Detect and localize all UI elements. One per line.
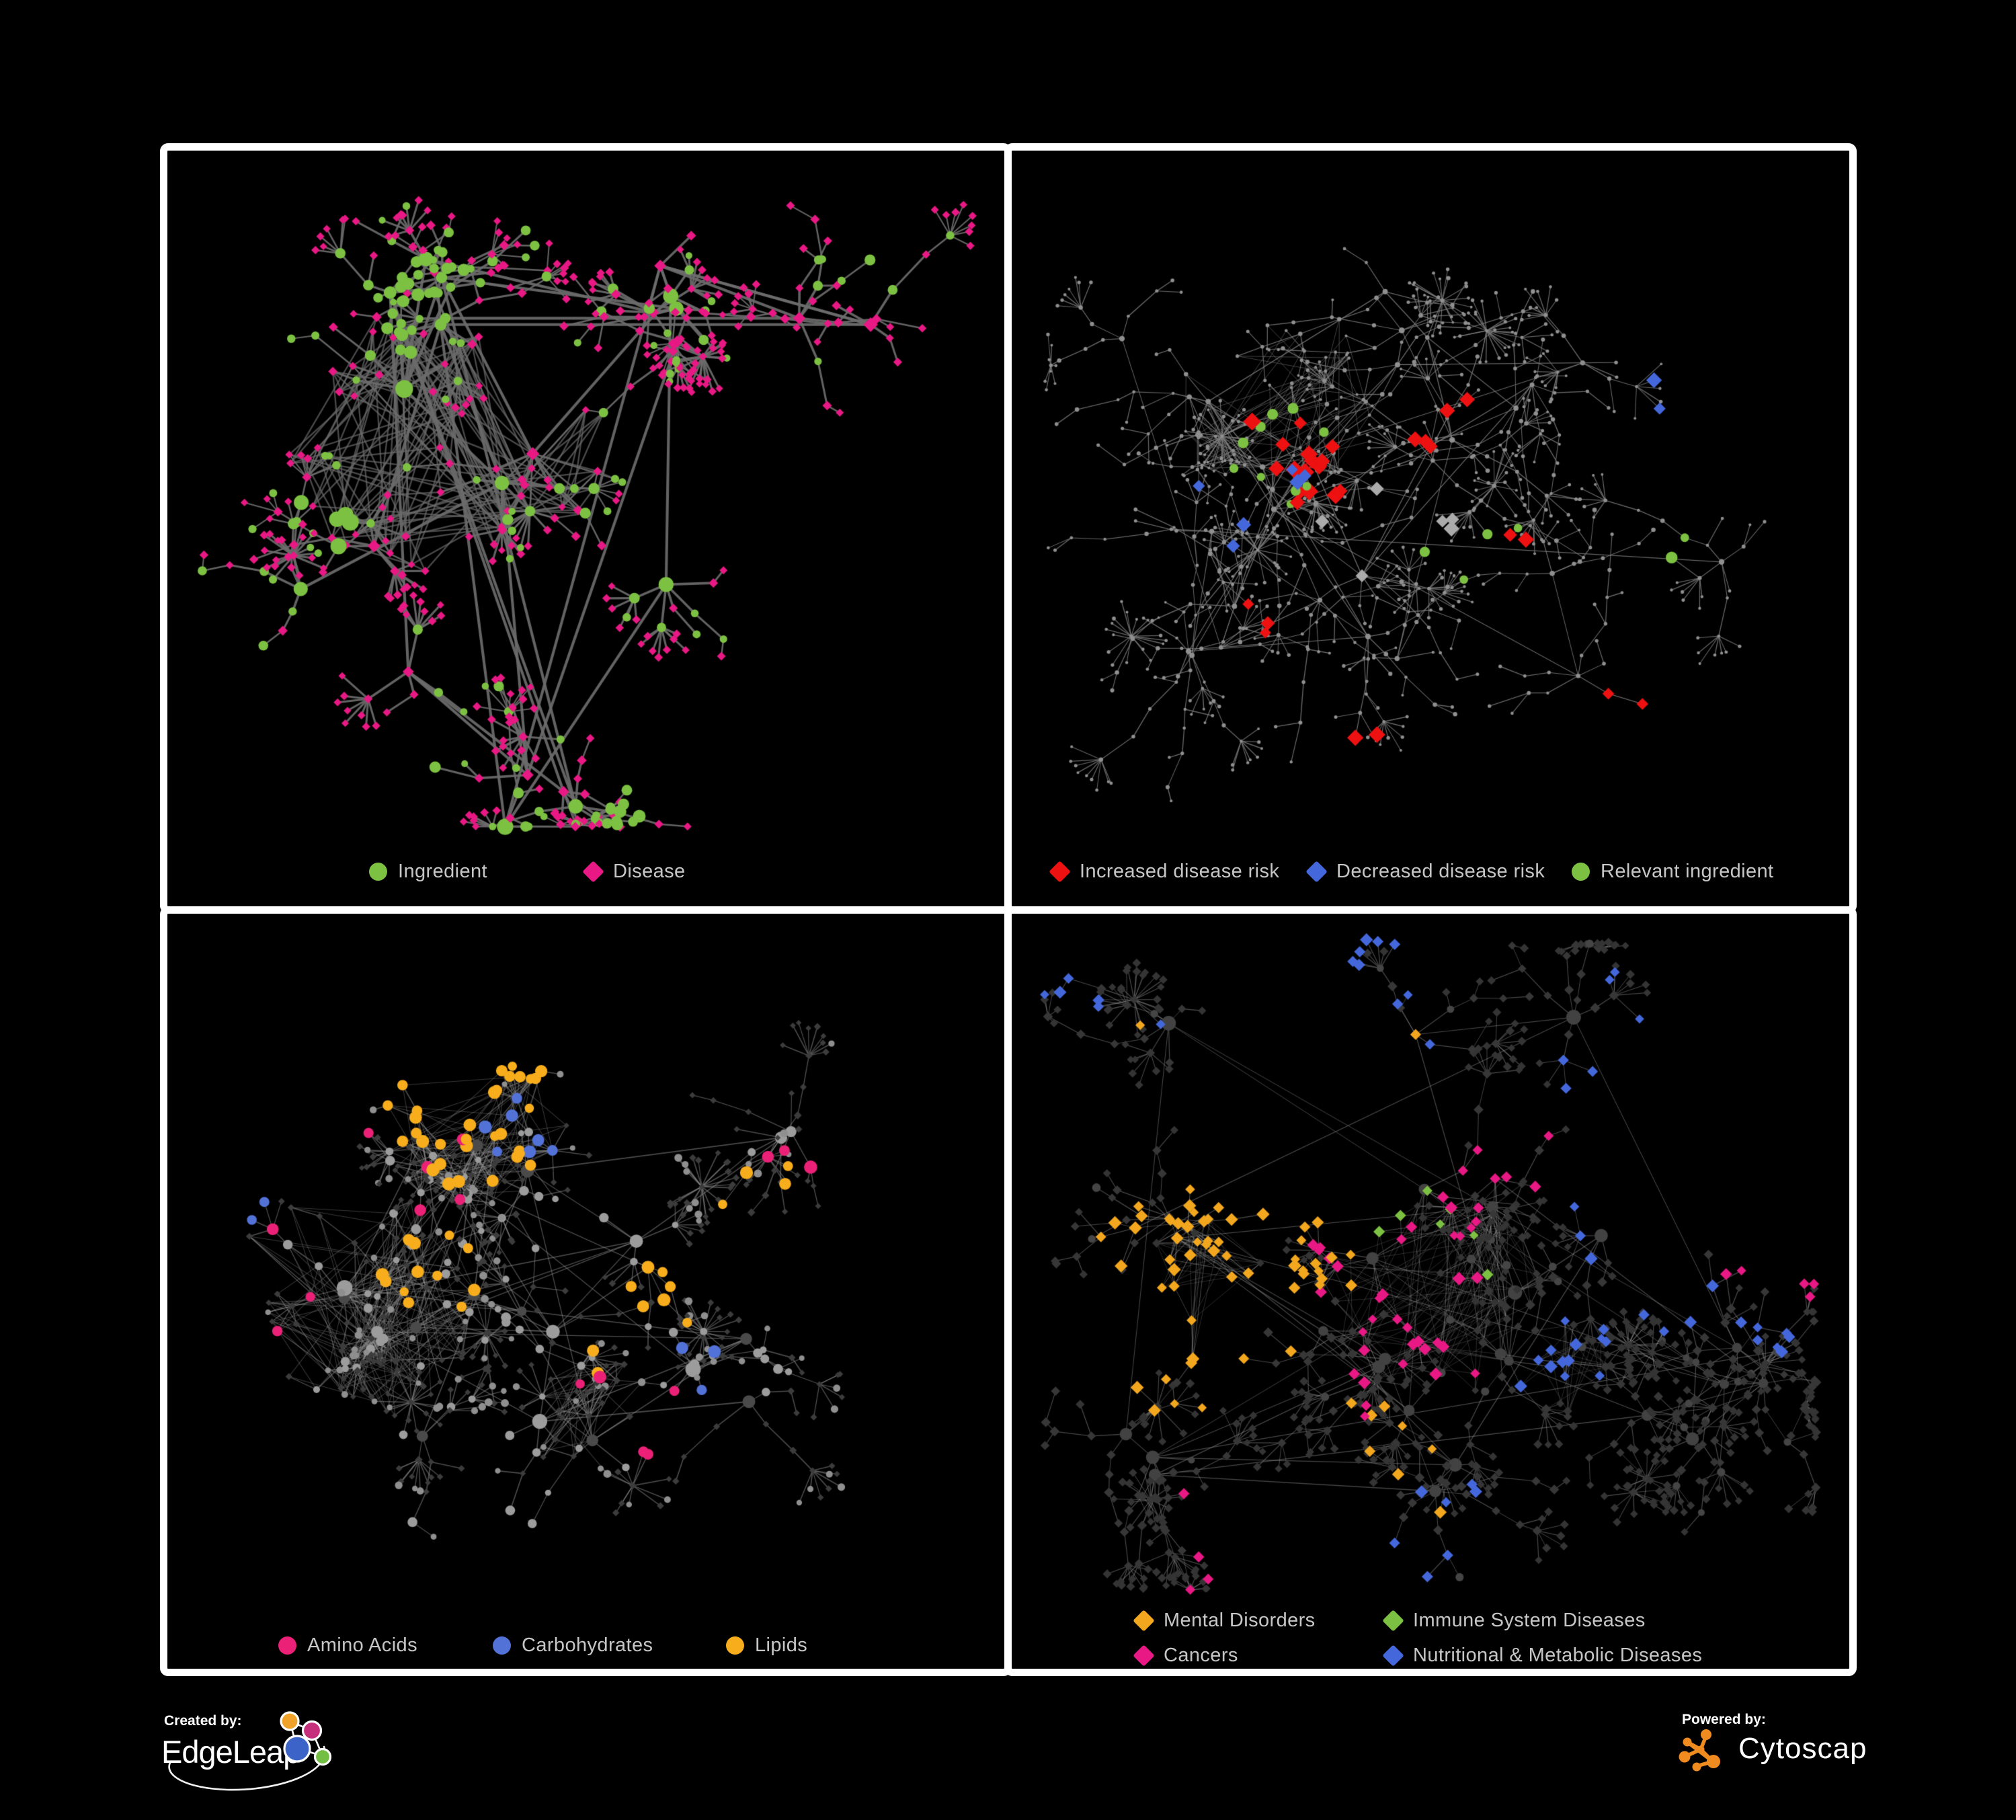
- carbohydrates-swatch-icon: [493, 1636, 511, 1655]
- amino-acids-swatch-icon: [278, 1636, 296, 1655]
- nutritional-metabolic-diseases-swatch-icon: [1382, 1644, 1404, 1667]
- legend-item: Amino Acids: [278, 1634, 417, 1656]
- network-canvas-ingredient-classes: [167, 914, 1004, 1669]
- legend-label: Increased disease risk: [1080, 860, 1280, 882]
- legend-label: Ingredient: [398, 860, 487, 882]
- panel-ingredient-disease: Ingredient Disease: [160, 143, 1012, 914]
- edgeleap-logo: Created by: EdgeLeap: [161, 1711, 332, 1791]
- legend-item: Disease: [582, 860, 686, 883]
- legend-label: Decreased disease risk: [1336, 860, 1545, 882]
- disease-swatch-icon: [582, 860, 604, 883]
- panel-disease-risk: Increased disease risk Decreased disease…: [1004, 143, 1857, 914]
- legend-item: Relevant ingredient: [1572, 861, 1773, 882]
- legend-label: Mental Disorders: [1164, 1609, 1316, 1631]
- legend-item: Cancers: [1133, 1644, 1238, 1667]
- legend-label: Nutritional & Metabolic Diseases: [1413, 1644, 1703, 1666]
- created-by-label: Created by:: [164, 1713, 242, 1729]
- legend-item: Carbohydrates: [493, 1634, 653, 1656]
- ingredient-swatch-icon: [369, 862, 387, 881]
- legend-item: Decreased disease risk: [1305, 860, 1545, 883]
- edgeleap-wordmark: EdgeLeap: [161, 1734, 300, 1770]
- cancers-swatch-icon: [1133, 1644, 1155, 1667]
- increased-risk-swatch-icon: [1049, 860, 1071, 883]
- edgeleap-network-icon: [280, 1711, 332, 1766]
- legend-item: Immune System Diseases: [1382, 1609, 1646, 1632]
- powered-by-label: Powered by:: [1682, 1712, 1766, 1727]
- legend-label: Lipids: [755, 1634, 808, 1656]
- decreased-risk-swatch-icon: [1305, 860, 1328, 883]
- cytoscape-wordmark: Cytoscape: [1738, 1732, 1866, 1765]
- cytoscape-network-icon: [1679, 1729, 1720, 1772]
- legend-label: Cancers: [1164, 1644, 1238, 1666]
- mental-disorders-swatch-icon: [1133, 1609, 1155, 1632]
- lipids-swatch-icon: [726, 1636, 744, 1655]
- edgeleap-swoosh-icon: [168, 1745, 326, 1791]
- legend-label: Immune System Diseases: [1413, 1609, 1646, 1631]
- legend-label: Relevant ingredient: [1601, 860, 1774, 882]
- legend-item: Mental Disorders: [1133, 1609, 1316, 1632]
- network-canvas-ingredient-disease: [167, 151, 1004, 906]
- legend-label: Disease: [613, 860, 686, 882]
- legend-item: Increased disease risk: [1049, 860, 1280, 883]
- legend-item: Lipids: [726, 1634, 807, 1656]
- relevant-ingredient-swatch-icon: [1572, 862, 1590, 881]
- legend-item: Nutritional & Metabolic Diseases: [1382, 1644, 1703, 1667]
- network-canvas-disease-classes: [1012, 914, 1849, 1669]
- legend-label: Carbohydrates: [522, 1634, 653, 1656]
- legend-label: Amino Acids: [307, 1634, 417, 1656]
- cytoscape-logo: Powered by: Cytoscape: [1679, 1712, 1866, 1772]
- panel-disease-classes: Mental Disorders Immune System Diseases …: [1004, 906, 1857, 1676]
- legend-item: Ingredient: [369, 861, 487, 882]
- panel-ingredient-classes: Amino Acids Carbohydrates Lipids: [160, 906, 1012, 1676]
- immune-system-diseases-swatch-icon: [1382, 1609, 1404, 1632]
- network-canvas-disease-risk: [1012, 151, 1849, 906]
